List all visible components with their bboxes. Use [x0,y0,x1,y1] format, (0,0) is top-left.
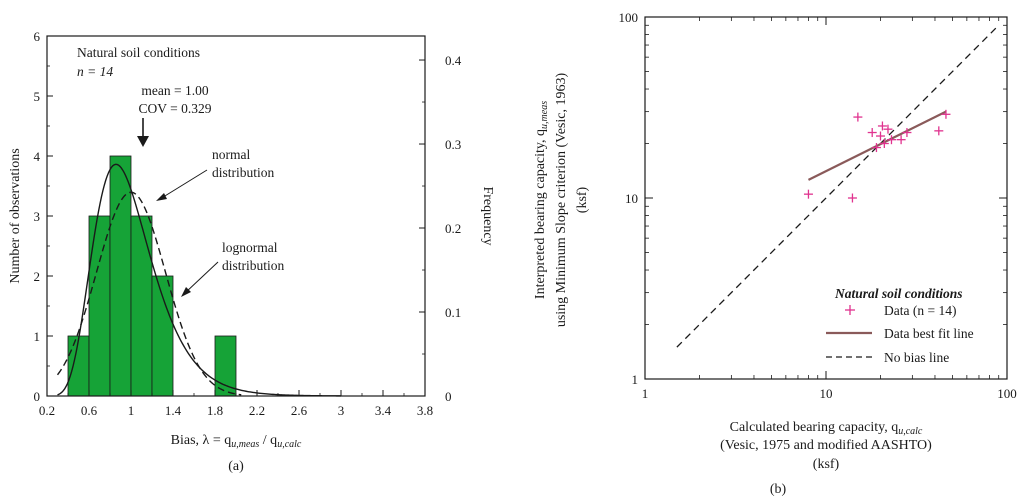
x-tick-label: 1.8 [207,403,223,418]
histogram-ticks: 0.2 0.6 1 1.4 1.8 2.2 2.6 3 3.4 3.8 0 1 2 3 4 5 6 0 0.1 0.2… [34,29,462,418]
x-tick-label: 2.2 [249,403,265,418]
y-tick-label: 4 [34,149,41,164]
data-point [875,131,885,141]
y-tick-label: 3 [34,209,41,224]
legend-label-nobias: No bias line [884,350,949,365]
data-point [803,189,813,199]
x-tick-label: 2.6 [291,403,308,418]
annotation-cov: COV = 0.329 [139,101,212,116]
x-tick-label: 3 [338,403,345,418]
x-axis-label-line2: (Vesic, 1975 and modified AASHTO) [720,438,932,453]
y2-tick-label: 0 [445,389,452,404]
y-axis-label-line1: Interpreted bearing capacity, qu,meas [533,101,550,299]
y2-tick-label: 0.2 [445,221,461,236]
caption-b: (b) [770,482,787,497]
x-tick-label: 3.8 [417,403,433,418]
y-tick-label: 1 [632,372,639,387]
annotation-lognormal-2: distribution [222,258,285,273]
y2-tick-label: 0.3 [445,137,461,152]
data-point [847,193,857,203]
x-tick-label: 1.4 [165,403,182,418]
lognormal-curve [57,163,342,397]
x-axis-label-line3: (ksf) [813,457,840,472]
y2-tick-label: 0.4 [445,53,462,68]
x-tick-label: 10 [820,386,833,401]
y-tick-label: 5 [34,89,41,104]
data-point [934,126,944,136]
data-point [941,109,951,119]
data-point [883,124,893,134]
y-tick-label: 0 [34,389,41,404]
histogram-bar [214,335,237,397]
legend-label-fit: Data best fit line [884,326,974,341]
data-point [896,135,906,145]
x-tick-label: 0.6 [81,403,98,418]
histogram-bar [109,155,132,397]
scatter-panel: 1 10 100 1 10 100 Natural soil conditions Dat… [533,10,1017,497]
histogram-bar [67,335,90,397]
legend-label-data: Data (n = 14) [884,303,956,318]
data-point [902,128,912,138]
y-tick-label: 10 [625,191,638,206]
histogram-bar [88,215,111,397]
lognormal-arrow [181,261,219,297]
annotation-n: n = 14 [77,64,113,79]
data-point [867,128,877,138]
best-fit-line [807,110,947,181]
normal-arrow [156,169,208,201]
no-bias-line [676,24,1000,348]
y-axis-label-line2: using Minimum Slope criterion (Vesic, 19… [554,73,569,328]
distribution-curves [56,163,342,397]
annotation-normal-1: normal [212,147,250,162]
annotation-lognormal-1: lognormal [222,240,278,255]
data-point [879,139,889,149]
y-tick-label: 6 [34,29,41,44]
mean-arrow [137,118,149,147]
histogram-bars [67,155,237,397]
x-axis-label-line1: Calculated bearing capacity, qu,calc [730,420,923,437]
x-tick-label: 100 [997,386,1017,401]
scatter-lines [676,24,1000,348]
y-tick-label: 1 [34,329,41,344]
x-tick-label: 0.2 [39,403,55,418]
histogram-panel: 0.2 0.6 1 1.4 1.8 2.2 2.6 3 3.4 3.8 0 1 2 3 4 5 6 0 0.1 0.2… [8,29,495,474]
scatter-ticks: 1 10 100 1 10 100 [619,10,1017,401]
y-tick-label: 2 [34,269,41,284]
annotation-normal-2: distribution [212,165,275,180]
y-axis-label-right: Frequency [480,186,495,245]
caption-a: (a) [228,459,244,474]
x-tick-label: 3.4 [375,403,392,418]
legend-marker-data [845,305,855,315]
x-tick-label: 1 [642,386,649,401]
legend-title: Natural soil conditions [834,286,963,301]
data-point [853,112,863,122]
legend: Natural soil conditions Data (n = 14) Da… [826,286,974,365]
x-axis-label: Bias, λ = qu,meas / qu,calc [171,433,302,450]
y2-tick-label: 0.1 [445,305,461,320]
annotation-title: Natural soil conditions [77,45,200,60]
scatter-points [803,109,951,203]
annotation-mean: mean = 1.00 [141,83,208,98]
histogram-bar [130,215,153,397]
y-axis-label-line3: (ksf) [575,186,590,213]
histogram-bar [151,275,174,397]
y-tick-label: 100 [619,10,639,25]
normal-curve [56,191,242,396]
x-tick-label: 1 [128,403,135,418]
data-point [877,121,887,131]
data-point [886,135,896,145]
data-point [871,143,881,153]
y-axis-label-left: Number of observations [8,148,23,283]
